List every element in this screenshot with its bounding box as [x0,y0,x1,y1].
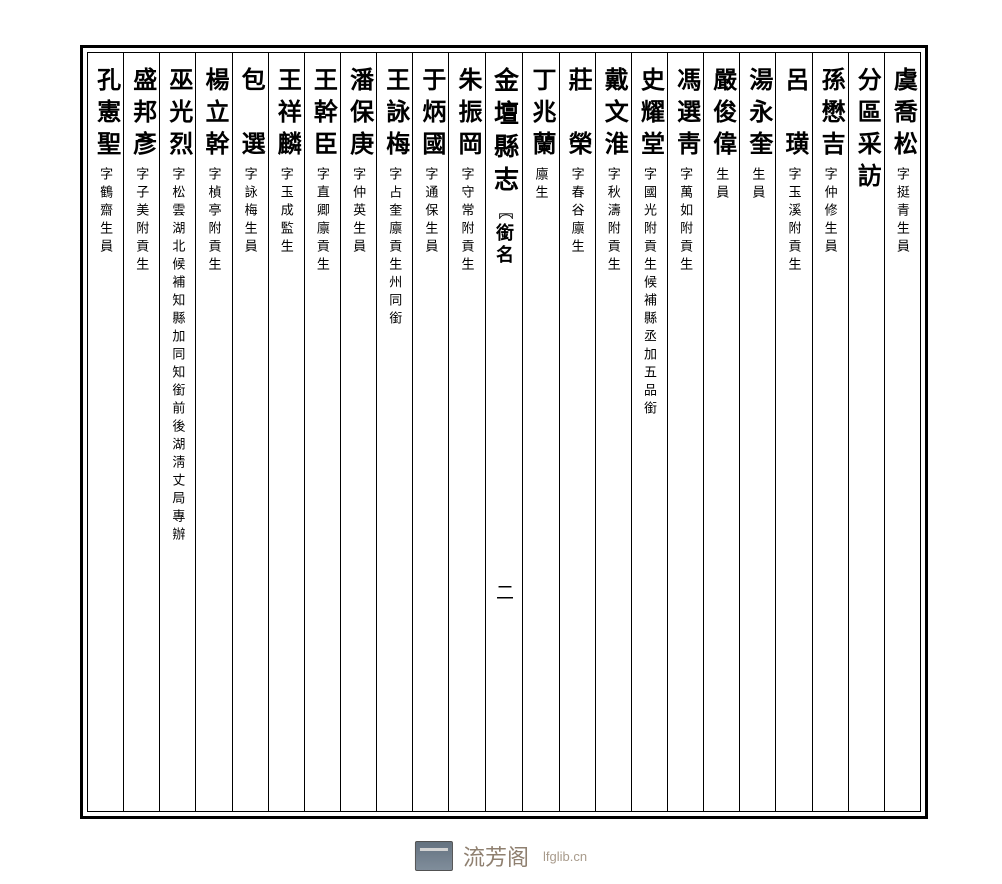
person-annotation: 字通保生員 [424,167,437,257]
person-annotation: 字占奎廪貢生州同銜 [388,167,401,329]
person-name: 莊 榮 [565,67,589,163]
watermark-text: 流芳阁 [463,840,529,872]
person-annotation: 生員 [715,167,728,203]
person-annotation: 字仲修生員 [824,167,837,257]
person-annotation: 字楨亭附貢生 [208,167,221,275]
person-name: 盛邦彥 [130,67,154,163]
person-name: 史耀堂 [637,67,661,163]
entry-column: 呂 璜字玉溪附貢生 [776,53,812,811]
person-name: 朱振岡 [455,67,479,163]
entry-column: 莊 榮字春谷廪生 [560,53,596,811]
entry-column: 于炳國字通保生員 [413,53,449,811]
person-name: 包 選 [238,67,262,163]
entry-column: 王詠梅字占奎廪貢生州同銜 [377,53,413,811]
columns-container: 虞喬松字挺青生員分區采訪孫懋吉字仲修生員呂 璜字玉溪附貢生湯永奎生員嚴俊偉生員馮… [88,53,920,811]
person-name: 孔憲聖 [94,67,118,163]
person-annotation: 字守常附貢生 [460,167,473,275]
person-name: 湯永奎 [746,67,770,163]
person-annotation: 字直卿廪貢生 [316,167,329,275]
person-name: 巫光烈 [166,67,190,163]
page-inner-frame: 虞喬松字挺青生員分區采訪孫懋吉字仲修生員呂 璜字玉溪附貢生湯永奎生員嚴俊偉生員馮… [87,52,921,812]
entry-column: 戴文淮字秋濤附貢生 [596,53,632,811]
entry-column: 包 選字詠梅生員 [233,53,269,811]
entry-column: 史耀堂字國光附貢生候補縣丞加五品銜 [632,53,668,811]
entry-column: 王祥麟字玉成監生 [269,53,305,811]
watermark: 流芳阁 lfglib.cn [415,840,587,872]
person-name: 潘保庚 [347,67,371,163]
entry-column: 盛邦彥字子美附貢生 [124,53,160,811]
book-icon [415,841,453,871]
person-annotation: 字萬如附貢生 [679,167,692,275]
person-name: 王祥麟 [274,67,298,163]
page-number: 二 [491,583,517,601]
person-name: 呂 璜 [782,67,806,163]
person-annotation: 字春谷廪生 [571,167,584,257]
person-annotation: 廪生 [535,167,548,203]
person-annotation: 字仲英生員 [352,167,365,257]
person-annotation: 字玉成監生 [280,167,293,257]
person-annotation: 字玉溪附貢生 [788,167,801,275]
person-name: 王幹臣 [310,67,334,163]
entry-column: 楊立幹字楨亭附貢生 [196,53,232,811]
entry-column: 嚴俊偉生員 [704,53,740,811]
person-name: 分區采訪 [854,67,878,195]
entry-column: 湯永奎生員 [740,53,776,811]
section-label: 〖銜名 [495,205,513,267]
entry-column: 虞喬松字挺青生員 [885,53,920,811]
watermark-url: lfglib.cn [543,849,587,864]
person-name: 丁兆蘭 [529,67,553,163]
entry-column: 巫光烈字松雲湖北候補知縣加同知銜前後湖淸丈局專辦 [160,53,196,811]
person-annotation: 字鶴齋生員 [99,167,112,257]
person-name: 孫懋吉 [818,67,842,163]
person-annotation: 字國光附貢生候補縣丞加五品銜 [643,167,656,419]
entry-column: 分區采訪 [849,53,885,811]
person-name: 王詠梅 [383,67,407,163]
person-annotation: 字松雲湖北候補知縣加同知銜前後湖淸丈局專辦 [171,167,184,545]
entry-column: 朱振岡字守常附貢生 [449,53,485,811]
book-title: 金壇縣志 [492,67,517,199]
entry-column: 馮選靑字萬如附貢生 [668,53,704,811]
person-name: 嚴俊偉 [710,67,734,163]
person-name: 楊立幹 [202,67,226,163]
person-name: 戴文淮 [601,67,625,163]
entry-column: 王幹臣字直卿廪貢生 [305,53,341,811]
entry-column: 孔憲聖字鶴齋生員 [88,53,124,811]
person-name: 于炳國 [419,67,443,163]
page-outer-frame: 虞喬松字挺青生員分區采訪孫懋吉字仲修生員呂 璜字玉溪附貢生湯永奎生員嚴俊偉生員馮… [80,45,928,819]
person-annotation: 字秋濤附貢生 [607,167,620,275]
entry-column: 丁兆蘭廪生 [523,53,559,811]
person-annotation: 字挺青生員 [896,167,909,257]
person-name: 馮選靑 [674,67,698,163]
person-name: 虞喬松 [890,67,914,163]
person-annotation: 字詠梅生員 [244,167,257,257]
entry-column: 孫懋吉字仲修生員 [813,53,849,811]
center-column: 金壇縣志〖銜名二 [486,53,524,811]
entry-column: 潘保庚字仲英生員 [341,53,377,811]
person-annotation: 生員 [751,167,764,203]
person-annotation: 字子美附貢生 [135,167,148,275]
